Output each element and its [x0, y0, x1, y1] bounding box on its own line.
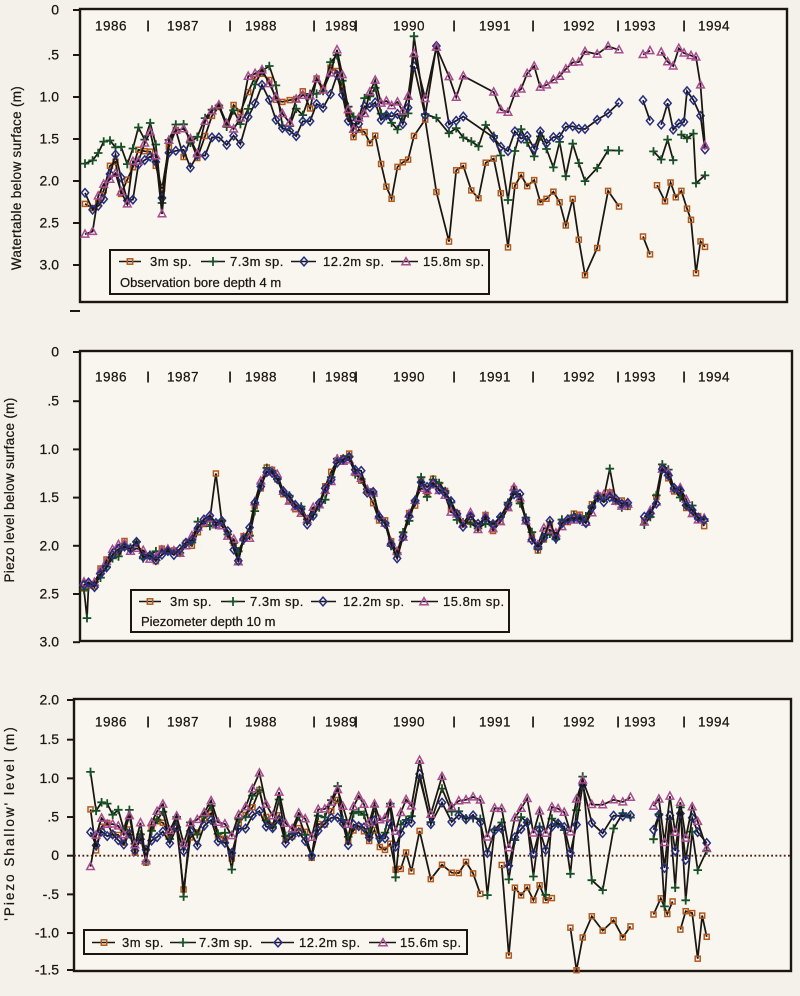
svg-text:15.8m sp.: 15.8m sp. — [443, 594, 505, 609]
svg-text:0: 0 — [51, 847, 59, 863]
svg-text:12.2m sp.: 12.2m sp. — [299, 935, 361, 950]
svg-text:-.5: -.5 — [43, 886, 60, 902]
svg-text:1993: 1993 — [624, 370, 656, 385]
svg-text:1991: 1991 — [479, 370, 511, 385]
svg-text:1989: 1989 — [325, 715, 357, 730]
svg-text:1991: 1991 — [479, 715, 511, 730]
svg-text:2.5: 2.5 — [40, 215, 60, 231]
svg-text:1994: 1994 — [698, 715, 730, 730]
svg-text:1992: 1992 — [563, 370, 595, 385]
svg-text:1.0: 1.0 — [40, 770, 60, 786]
svg-text:1992: 1992 — [563, 19, 595, 34]
svg-text:3m sp.: 3m sp. — [170, 594, 212, 609]
svg-text:2.0: 2.0 — [40, 537, 60, 553]
svg-text:0: 0 — [51, 344, 59, 360]
svg-text:-1.5: -1.5 — [35, 962, 59, 978]
svg-text:3m sp.: 3m sp. — [122, 935, 164, 950]
svg-text:1993: 1993 — [624, 19, 656, 34]
svg-text:1987: 1987 — [167, 19, 199, 34]
svg-text:1.5: 1.5 — [40, 731, 60, 747]
svg-text:1988: 1988 — [245, 370, 277, 385]
svg-text:12.2m sp.: 12.2m sp. — [323, 254, 385, 269]
svg-text:7.3m sp.: 7.3m sp. — [199, 935, 253, 950]
svg-text:0: 0 — [51, 2, 59, 18]
svg-text:.5: .5 — [47, 393, 59, 409]
svg-text:1993: 1993 — [624, 715, 656, 730]
svg-text:12.2m sp.: 12.2m sp. — [343, 594, 405, 609]
svg-text:15.6m sp.: 15.6m sp. — [400, 935, 462, 950]
svg-text:'Piezo Shallow' level (m): 'Piezo Shallow' level (m) — [2, 725, 17, 920]
svg-text:.5: .5 — [47, 47, 59, 63]
svg-text:-1.0: -1.0 — [35, 925, 59, 941]
svg-text:1987: 1987 — [167, 715, 199, 730]
svg-text:1994: 1994 — [698, 370, 730, 385]
svg-text:1.5: 1.5 — [40, 131, 60, 147]
svg-text:2.5: 2.5 — [40, 586, 60, 602]
svg-text:15.8m sp.: 15.8m sp. — [423, 254, 485, 269]
svg-text:1990: 1990 — [393, 370, 425, 385]
svg-text:1.0: 1.0 — [40, 89, 60, 105]
svg-text:1987: 1987 — [167, 370, 199, 385]
svg-text:Piezometer depth 10 m: Piezometer depth 10 m — [141, 614, 275, 629]
svg-text:1.5: 1.5 — [40, 489, 60, 505]
svg-text:2.0: 2.0 — [40, 173, 60, 189]
svg-text:1988: 1988 — [245, 715, 277, 730]
svg-text:1991: 1991 — [479, 19, 511, 34]
svg-text:7.3m sp.: 7.3m sp. — [250, 594, 304, 609]
svg-text:1986: 1986 — [95, 19, 127, 34]
svg-text:1986: 1986 — [95, 370, 127, 385]
svg-text:Watertable below surface (m): Watertable below surface (m) — [9, 86, 24, 270]
svg-text:1990: 1990 — [393, 19, 425, 34]
svg-text:.5: .5 — [47, 809, 59, 825]
svg-text:1989: 1989 — [325, 370, 357, 385]
svg-text:3.0: 3.0 — [40, 634, 60, 650]
svg-text:1992: 1992 — [563, 715, 595, 730]
svg-text:1986: 1986 — [95, 715, 127, 730]
svg-text:3m sp.: 3m sp. — [150, 254, 192, 269]
svg-text:Observation bore depth 4 m: Observation bore depth 4 m — [120, 275, 281, 290]
svg-text:2.0: 2.0 — [40, 692, 60, 708]
svg-text:1990: 1990 — [393, 715, 425, 730]
svg-text:1988: 1988 — [245, 19, 277, 34]
svg-text:Piezo level below surface (m): Piezo level below surface (m) — [2, 397, 17, 582]
svg-text:1989: 1989 — [325, 19, 357, 34]
svg-text:7.3m sp.: 7.3m sp. — [230, 254, 284, 269]
svg-text:1.0: 1.0 — [40, 441, 60, 457]
svg-text:3.0: 3.0 — [40, 257, 60, 273]
svg-text:1994: 1994 — [698, 19, 730, 34]
